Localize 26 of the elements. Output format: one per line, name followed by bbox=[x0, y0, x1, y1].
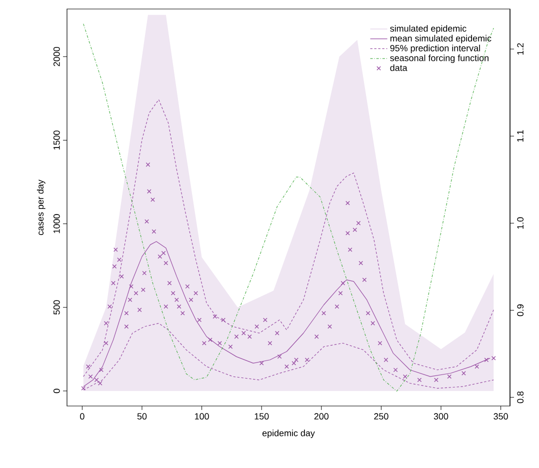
y2-tick-label: 1.1 bbox=[517, 130, 524, 142]
x-tick-label: 250 bbox=[374, 413, 388, 420]
legend-label: simulated epidemic bbox=[390, 25, 466, 34]
line-series bbox=[83, 99, 494, 377]
y-axis-title: cases per day bbox=[36, 180, 46, 236]
x-tick-label: 300 bbox=[434, 413, 448, 420]
y2-tick-label: 1.2 bbox=[517, 43, 524, 55]
x-tick-label: 100 bbox=[195, 413, 209, 420]
x-tick-label: 50 bbox=[137, 413, 147, 420]
y-tick-label: 0 bbox=[53, 388, 60, 394]
y2-tick-label: 1.0 bbox=[517, 217, 524, 229]
x-tick-label: 200 bbox=[314, 413, 329, 420]
legend-label: seasonal forcing function bbox=[390, 54, 488, 63]
y-tick-label: 1500 bbox=[53, 130, 60, 150]
y-tick-label: 1000 bbox=[53, 214, 60, 234]
x-tick-label: 350 bbox=[494, 413, 508, 420]
x-axis-title: epidemic day bbox=[262, 430, 315, 438]
x-tick-label: 0 bbox=[80, 413, 84, 420]
legend-label: mean simulated epidemic bbox=[390, 34, 492, 44]
y-tick-label: 500 bbox=[53, 300, 60, 314]
y-tick-label: 2000 bbox=[53, 47, 60, 66]
legend-label: 95% prediction interval bbox=[390, 44, 480, 54]
legend-label: data bbox=[390, 64, 408, 72]
x-tick-label: 150 bbox=[254, 413, 269, 420]
y2-tick-label: 0.8 bbox=[517, 391, 524, 404]
y2-tick-label: 0.9 bbox=[517, 304, 524, 316]
